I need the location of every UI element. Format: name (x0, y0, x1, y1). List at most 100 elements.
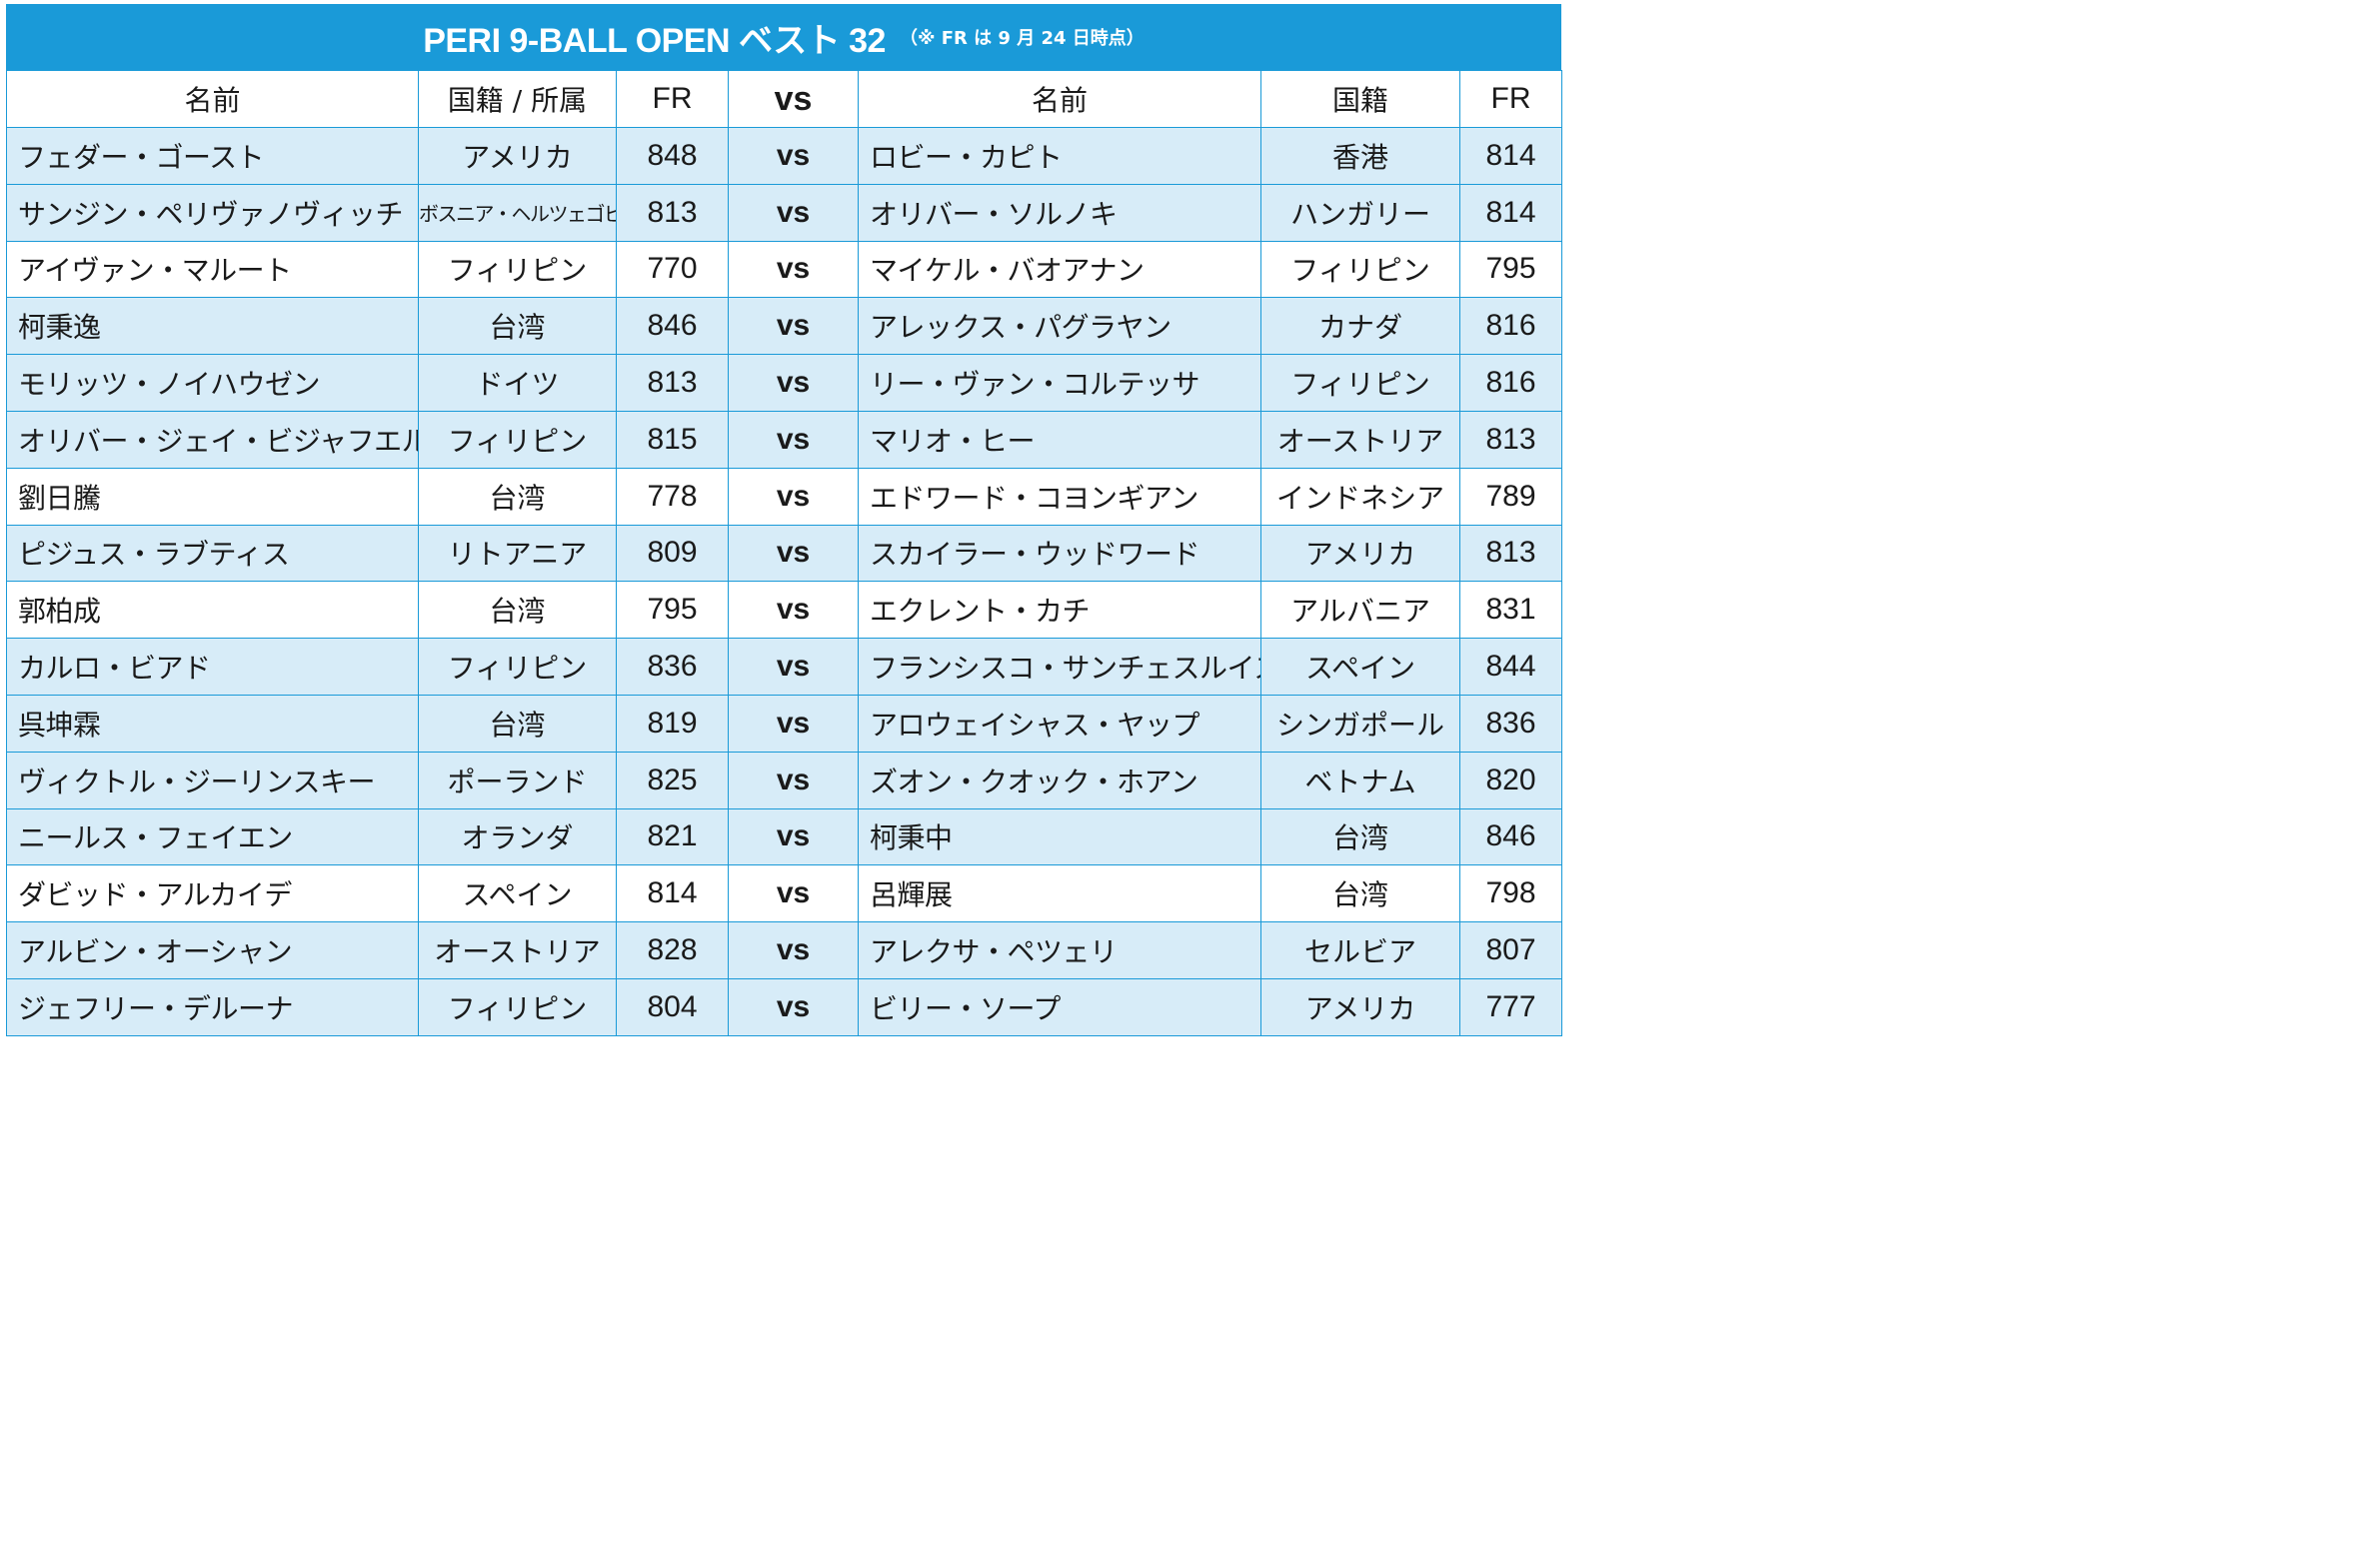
vs-label: vs (728, 127, 859, 185)
left-player-country: フィリピン (418, 410, 617, 469)
header-right-name: 名前 (858, 70, 1261, 128)
left-player-name: ニールス・フェイエン (6, 807, 419, 866)
right-player-country: アメリカ (1260, 977, 1460, 1036)
header-left-name: 名前 (6, 70, 419, 128)
left-player-name: サンジン・ペリヴァノヴィッチ (6, 183, 419, 242)
left-player-country: ポーランド (418, 751, 617, 809)
vs-label: vs (728, 354, 859, 412)
left-player-fr: 815 (616, 410, 729, 469)
vs-label: vs (728, 638, 859, 696)
vs-label: vs (728, 751, 859, 809)
left-player-name: ピジュス・ラブティス (6, 524, 419, 583)
right-player-name: ビリー・ソープ (858, 977, 1261, 1036)
table-row: アイヴァン・マルート フィリピン 770 vs マイケル・バオアナン フィリピン 795 (6, 240, 1562, 299)
left-player-name: アルビン・オーシャン (6, 921, 419, 979)
left-player-country: オランダ (418, 807, 617, 866)
right-player-fr: 816 (1459, 297, 1562, 356)
left-player-fr: 825 (616, 751, 729, 809)
right-player-country: 台湾 (1260, 807, 1460, 866)
left-player-fr: 795 (616, 581, 729, 640)
left-player-country: フィリピン (418, 638, 617, 696)
left-player-country: オーストリア (418, 921, 617, 979)
vs-label: vs (728, 694, 859, 753)
title-note: （※ FR は 9 月 24 日時点） (899, 28, 1145, 49)
right-player-fr: 814 (1459, 183, 1562, 242)
right-player-name: エクレント・カチ (858, 581, 1261, 640)
vs-label: vs (728, 240, 859, 299)
header-left-fr: FR (616, 70, 729, 128)
right-player-fr: 795 (1459, 240, 1562, 299)
table-row: アルビン・オーシャン オーストリア 828 vs アレクサ・ペツェリ セルビア 807 (6, 921, 1562, 979)
left-player-country: フィリピン (418, 240, 617, 299)
right-player-name: アレクサ・ペツェリ (858, 921, 1261, 979)
vs-label: vs (728, 807, 859, 866)
right-player-country: シンガポール (1260, 694, 1460, 753)
right-player-country: アメリカ (1260, 524, 1460, 583)
left-player-fr: 836 (616, 638, 729, 696)
left-player-fr: 828 (616, 921, 729, 979)
table-row: フェダー・ゴースト アメリカ 848 vs ロビー・カピト 香港 814 (6, 127, 1562, 185)
right-player-fr: 777 (1459, 977, 1562, 1036)
right-player-name: ズオン・クオック・ホアン (858, 751, 1261, 809)
left-player-fr: 778 (616, 467, 729, 526)
vs-label: vs (728, 410, 859, 469)
left-player-country: アメリカ (418, 127, 617, 185)
right-player-name: スカイラー・ウッドワード (858, 524, 1261, 583)
vs-label: vs (728, 297, 859, 356)
left-player-name: アイヴァン・マルート (6, 240, 419, 299)
left-player-country: ドイツ (418, 354, 617, 412)
right-player-country: カナダ (1260, 297, 1460, 356)
left-player-fr: 813 (616, 183, 729, 242)
right-player-country: インドネシア (1260, 467, 1460, 526)
vs-label: vs (728, 921, 859, 979)
table-row: ジェフリー・デルーナ フィリピン 804 vs ビリー・ソープ アメリカ 777 (6, 977, 1562, 1036)
right-player-country: 台湾 (1260, 864, 1460, 923)
bracket-table-graphic: PERI 9-BALL OPEN ベスト 32 （※ FR は 9 月 24 日… (0, 0, 1567, 1041)
right-player-name: マイケル・バオアナン (858, 240, 1261, 299)
left-player-country: 台湾 (418, 297, 617, 356)
table-row: ニールス・フェイエン オランダ 821 vs 柯秉中 台湾 846 (6, 807, 1562, 866)
left-player-country: 台湾 (418, 581, 617, 640)
table-row: モリッツ・ノイハウゼン ドイツ 813 vs リー・ヴァン・コルテッサ フィリピン 816 (6, 354, 1562, 412)
page-title: PERI 9-BALL OPEN ベスト 32 (423, 21, 886, 60)
right-player-fr: 836 (1459, 694, 1562, 753)
right-player-name: ロビー・カピト (858, 127, 1261, 185)
left-player-fr: 814 (616, 864, 729, 923)
right-player-fr: 813 (1459, 410, 1562, 469)
right-player-country: アルバニア (1260, 581, 1460, 640)
header-row: 名前 国籍 / 所属 FR vs 名前 国籍 FR (6, 70, 1562, 128)
right-player-country: ハンガリー (1260, 183, 1460, 242)
title-bar: PERI 9-BALL OPEN ベスト 32 （※ FR は 9 月 24 日… (6, 4, 1561, 70)
vs-label: vs (728, 524, 859, 583)
left-player-country: 台湾 (418, 467, 617, 526)
left-player-name: モリッツ・ノイハウゼン (6, 354, 419, 412)
right-player-country: オーストリア (1260, 410, 1460, 469)
left-player-name: ダビッド・アルカイデ (6, 864, 419, 923)
header-right-fr: FR (1459, 70, 1562, 128)
vs-label: vs (728, 977, 859, 1036)
left-player-country: 台湾 (418, 694, 617, 753)
right-player-name: フランシスコ・サンチェスルイス (858, 638, 1261, 696)
left-player-fr: 819 (616, 694, 729, 753)
vs-label: vs (728, 183, 859, 242)
right-player-name: アレックス・パグラヤン (858, 297, 1261, 356)
vs-label: vs (728, 581, 859, 640)
right-player-country: スペイン (1260, 638, 1460, 696)
header-right-country: 国籍 (1260, 70, 1460, 128)
left-player-fr: 770 (616, 240, 729, 299)
right-player-name: アロウェイシャス・ヤップ (858, 694, 1261, 753)
table-row: 柯秉逸 台湾 846 vs アレックス・パグラヤン カナダ 816 (6, 297, 1562, 356)
left-player-name: ジェフリー・デルーナ (6, 977, 419, 1036)
header-vs: vs (728, 70, 859, 128)
right-player-name: エドワード・コヨンギアン (858, 467, 1261, 526)
right-player-name: リー・ヴァン・コルテッサ (858, 354, 1261, 412)
left-player-country: ボスニア・ヘルツェゴビナ (418, 183, 617, 242)
table-row: カルロ・ビアド フィリピン 836 vs フランシスコ・サンチェスルイス スペイン 844 (6, 638, 1562, 696)
right-player-name: マリオ・ヒー (858, 410, 1261, 469)
left-player-name: ヴィクトル・ジーリンスキー (6, 751, 419, 809)
table-row: サンジン・ペリヴァノヴィッチボスニア・ヘルツェゴビナ813vsオリバー・ソルノキ… (6, 183, 1562, 242)
right-player-country: 香港 (1260, 127, 1460, 185)
left-player-name: カルロ・ビアド (6, 638, 419, 696)
table-row: ダビッド・アルカイデ スペイン 814 vs 呂輝展 台湾 798 (6, 864, 1562, 923)
right-player-fr: 814 (1459, 127, 1562, 185)
